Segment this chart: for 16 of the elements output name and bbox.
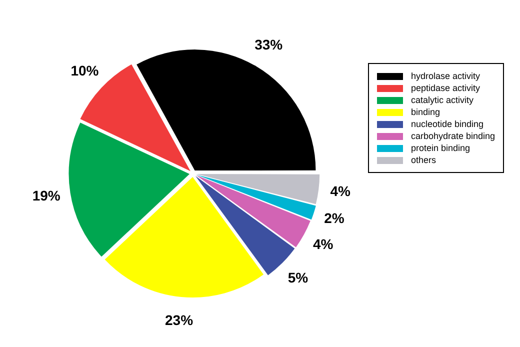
data-label: 2% (324, 210, 345, 226)
data-label: 5% (288, 269, 309, 286)
data-label: 4% (330, 182, 351, 199)
legend-label: peptidase activity (410, 83, 480, 93)
data-label: 10% (70, 62, 100, 79)
data-label: 23% (165, 312, 194, 328)
data-label: 19% (32, 188, 61, 204)
legend-label: carbohydrate binding (410, 131, 495, 141)
legend-label: catalytic activity (410, 95, 474, 105)
legend-label: others (410, 155, 436, 165)
legend-label: protein binding (410, 143, 470, 153)
data-label: 4% (313, 236, 334, 252)
legend-label: binding (410, 107, 440, 117)
data-label: 33% (254, 36, 284, 53)
legend-label: hydrolase activity (410, 71, 480, 81)
legend-label: nucleotide binding (410, 119, 484, 129)
